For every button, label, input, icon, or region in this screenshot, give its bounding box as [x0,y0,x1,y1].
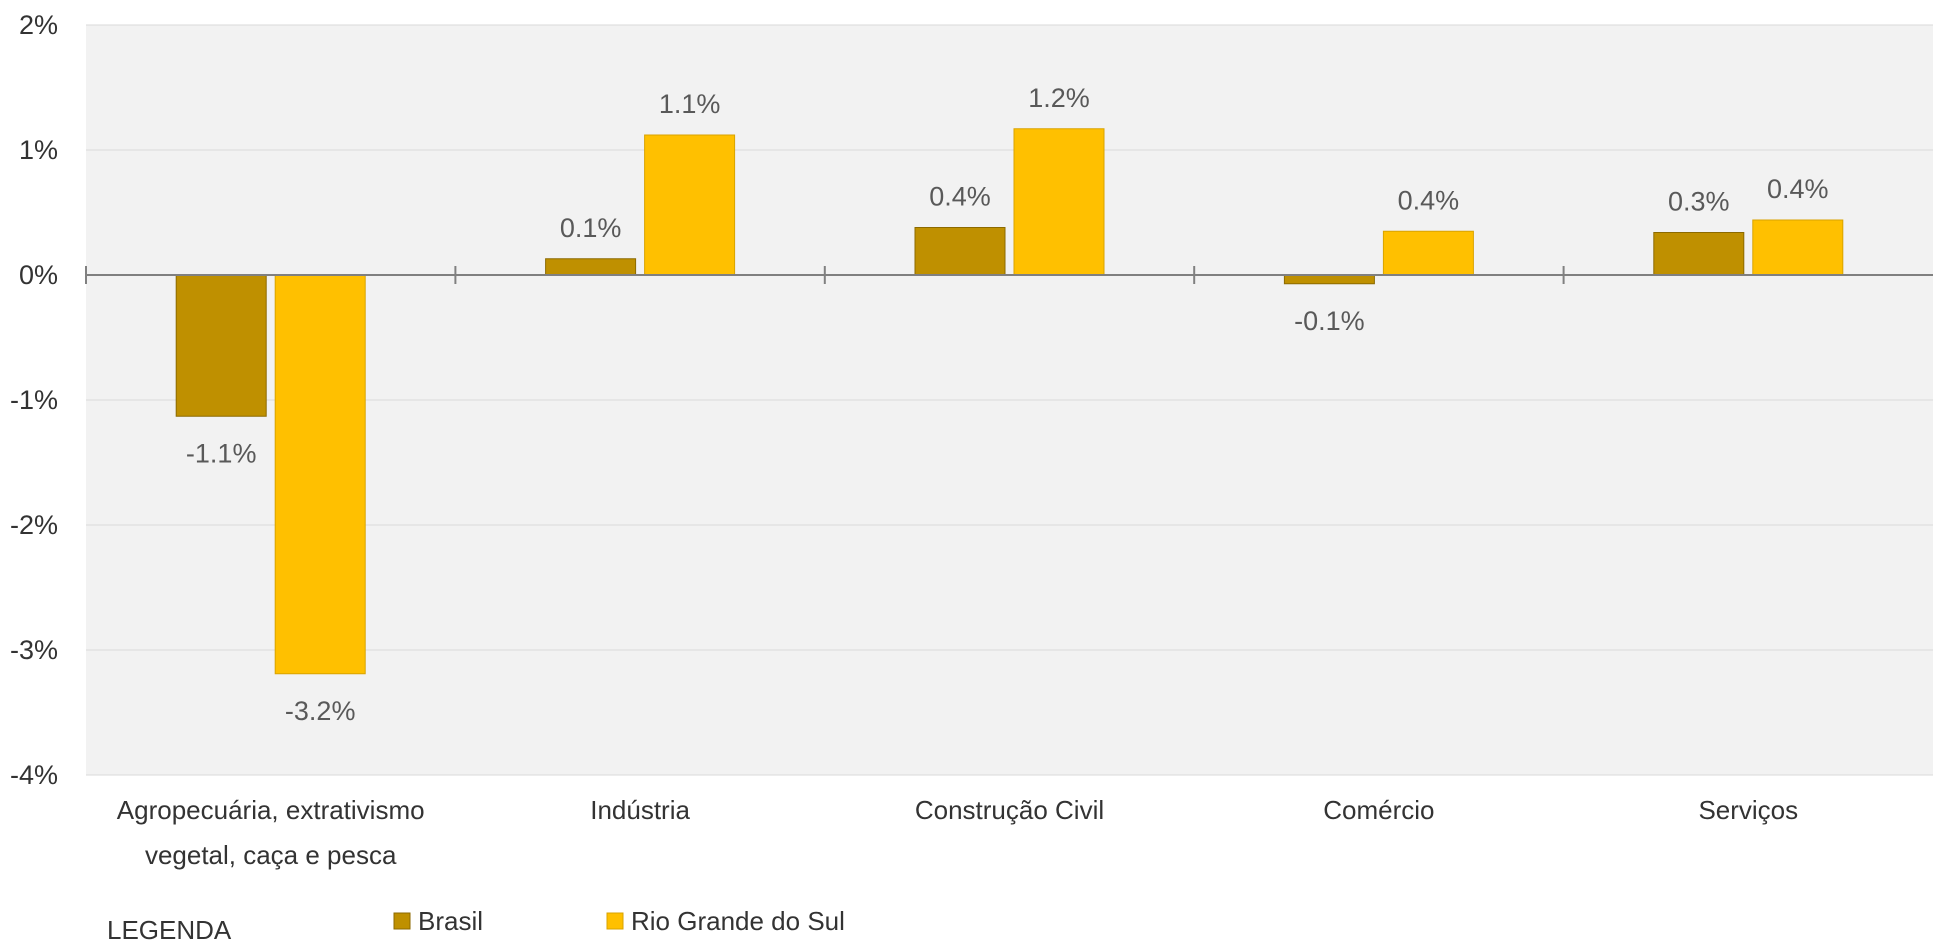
data-label: 0.4% [929,182,991,212]
y-tick-label: 0% [19,260,58,290]
bar-rio-grande-do-sul [1013,128,1105,276]
bar-rio-grande-do-sul [274,274,366,675]
zero-axis [85,266,1933,284]
data-label: 0.4% [1398,185,1460,215]
bar-brasil [545,258,637,276]
y-tick-label: -1% [10,385,58,415]
data-label: -0.1% [1294,306,1365,336]
category-label: Indústria [590,795,690,825]
y-tick-label: 2% [19,10,58,40]
data-label: 0.1% [560,213,622,243]
y-tick-label: -2% [10,510,58,540]
y-tick-label: -4% [10,760,58,790]
y-axis-ticks: 2% 1% 0% -1% -2% -3% -4% [10,10,58,790]
bar-rio-grande-do-sul [644,134,736,276]
data-labels: -1.1% -3.2% 0.1% 1.1% 0.4% 1.2% -0.1% 0.4% 0.3% 0… [186,83,1829,726]
legend-label: Brasil [418,906,483,936]
data-label: 1.1% [659,89,721,119]
category-label: vegetal, caça e pesca [145,840,397,870]
bar-brasil [1653,232,1745,276]
data-label: 1.2% [1028,83,1090,113]
data-label: 0.3% [1668,187,1730,217]
legend-title: LEGENDA [107,915,232,940]
bar-brasil [175,274,267,417]
data-label: 0.4% [1767,174,1829,204]
bar-brasil [1283,274,1375,285]
legend-swatch [606,912,624,930]
legend: LEGENDA Brasil Rio Grande do Sul [107,906,845,940]
bars [175,128,1844,675]
category-label: Comércio [1323,795,1434,825]
y-tick-label: 1% [19,135,58,165]
gridlines [86,24,1933,776]
category-label: Serviços [1698,795,1798,825]
category-label: Agropecuária, extrativismo [117,795,425,825]
bar-rio-grande-do-sul [1752,219,1844,276]
data-label: -1.1% [186,438,257,468]
legend-label: Rio Grande do Sul [631,906,845,936]
category-label: Construção Civil [915,795,1104,825]
category-labels: Agropecuária, extrativismo vegetal, caça … [117,795,1798,870]
data-label: -3.2% [285,696,356,726]
bar-rio-grande-do-sul [1382,230,1474,276]
legend-swatch [393,912,411,930]
bar-brasil [914,227,1006,276]
y-tick-label: -3% [10,635,58,665]
